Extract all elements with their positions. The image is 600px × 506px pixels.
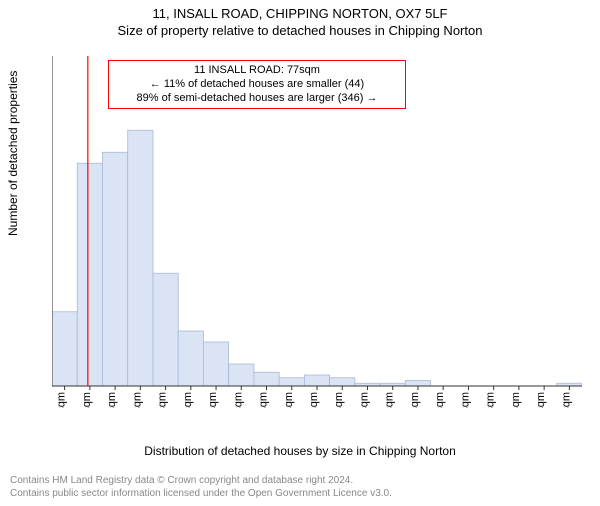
marker-annotation-box: 11 INSALL ROAD: 77sqm ← 11% of detached …: [108, 60, 406, 109]
x-axis-label: Distribution of detached houses by size …: [0, 444, 600, 458]
svg-text:563sqm: 563sqm: [560, 392, 572, 408]
svg-text:223sqm: 223sqm: [232, 392, 244, 408]
chart-title-address: 11, INSALL ROAD, CHIPPING NORTON, OX7 5L…: [0, 6, 600, 21]
chart-subtitle: Size of property relative to detached ho…: [0, 23, 600, 38]
svg-text:354sqm: 354sqm: [358, 392, 370, 408]
svg-text:66sqm: 66sqm: [81, 392, 93, 408]
svg-text:302sqm: 302sqm: [308, 392, 320, 408]
svg-text:145sqm: 145sqm: [157, 392, 169, 408]
footer-line-1: Contains HM Land Registry data © Crown c…: [10, 475, 392, 488]
svg-text:406sqm: 406sqm: [409, 392, 421, 408]
annotation-line-1: 11 INSALL ROAD: 77sqm: [115, 64, 399, 78]
svg-text:511sqm: 511sqm: [510, 392, 522, 408]
svg-text:40sqm: 40sqm: [56, 392, 68, 408]
svg-text:275sqm: 275sqm: [283, 392, 295, 408]
svg-text:328sqm: 328sqm: [333, 392, 345, 408]
svg-text:171sqm: 171sqm: [182, 392, 194, 408]
svg-text:537sqm: 537sqm: [535, 392, 547, 408]
y-axis-label: Number of detached properties: [6, 71, 20, 236]
footer-line-2: Contains public sector information licen…: [10, 488, 392, 501]
annotation-line-3: 89% of semi-detached houses are larger (…: [115, 92, 399, 106]
annotation-line-2: ← 11% of detached houses are smaller (44…: [115, 78, 399, 92]
svg-text:380sqm: 380sqm: [384, 392, 396, 408]
svg-text:249sqm: 249sqm: [258, 392, 270, 408]
svg-text:432sqm: 432sqm: [434, 392, 446, 408]
svg-text:118sqm: 118sqm: [131, 392, 143, 408]
svg-text:485sqm: 485sqm: [485, 392, 497, 408]
svg-text:197sqm: 197sqm: [207, 392, 219, 408]
svg-text:92sqm: 92sqm: [106, 392, 118, 408]
attribution-footer: Contains HM Land Registry data © Crown c…: [10, 475, 392, 500]
svg-text:458sqm: 458sqm: [459, 392, 471, 408]
